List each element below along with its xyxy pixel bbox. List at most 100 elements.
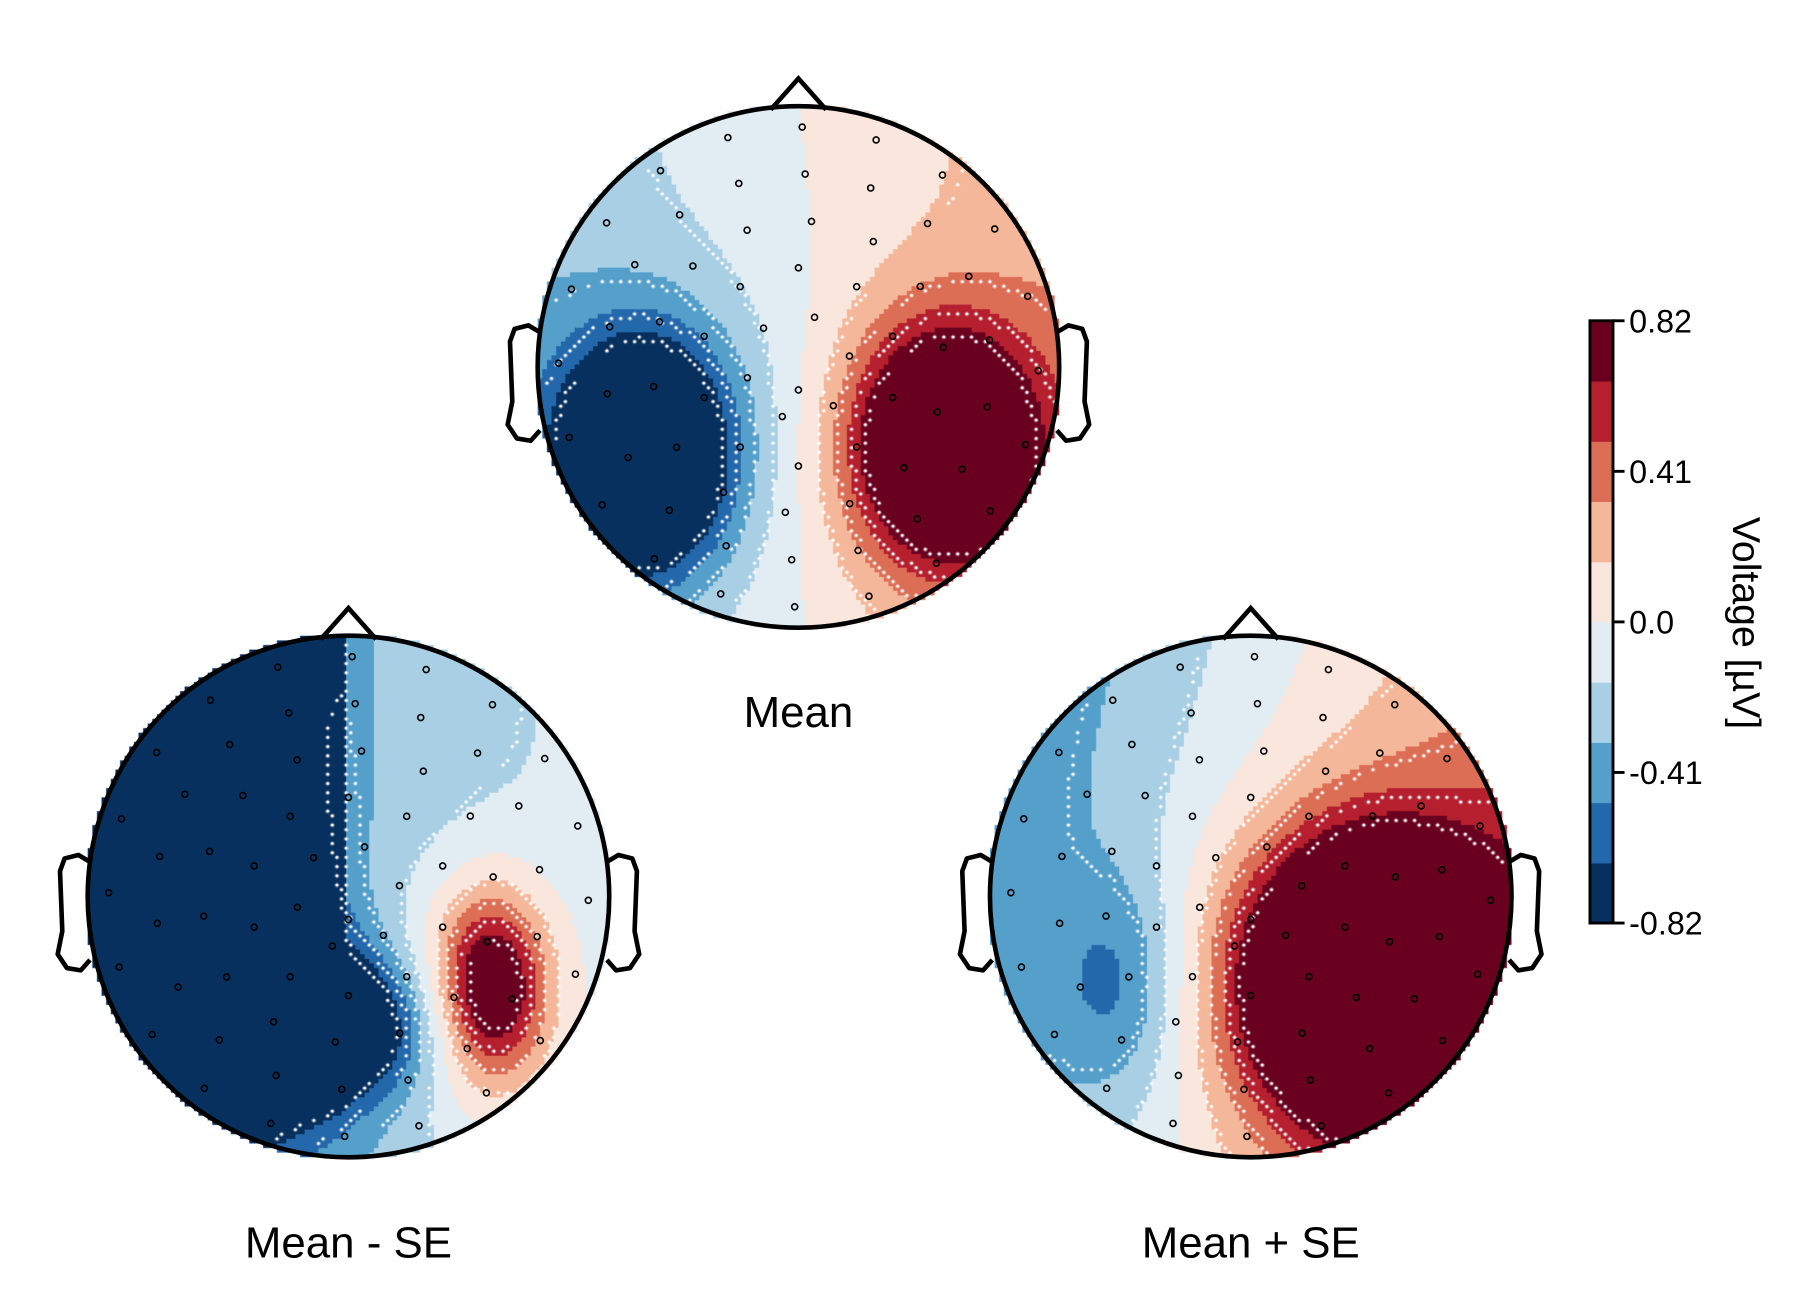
electrode-marker (331, 1038, 340, 1046)
electrode-marker (463, 1044, 472, 1053)
electrode-marker (932, 559, 941, 567)
topomap-mean (537, 106, 1060, 628)
electrode-marker (700, 393, 708, 402)
electrode-marker (983, 403, 991, 411)
colorbar-segment (1589, 320, 1614, 382)
head-outline (85, 633, 612, 1160)
electrode-marker (250, 923, 259, 931)
electrode-marker (337, 1085, 346, 1094)
electrode-marker (199, 912, 208, 920)
electrode-marker (603, 389, 612, 398)
topomap-mean-plus-se (989, 635, 1512, 1158)
electrode-marker (990, 225, 999, 233)
electrode-marker (869, 237, 878, 246)
electrode-marker (794, 462, 803, 470)
electrode-marker (153, 919, 162, 928)
electrode-marker (845, 499, 854, 508)
electrode-marker (473, 749, 482, 757)
electrode-marker (781, 508, 790, 517)
electrode-marker (1443, 754, 1451, 763)
electrode-marker (508, 994, 516, 1003)
electrode-marker (1384, 1088, 1393, 1097)
electrode-marker (206, 696, 215, 705)
electrode-marker (1233, 1038, 1242, 1046)
electrode-marker (222, 973, 231, 981)
electrode-marker (778, 412, 787, 421)
electrode-marker (916, 282, 925, 291)
electrode-marker (1195, 903, 1204, 912)
electrode-marker (1188, 812, 1197, 821)
electrode-marker (1102, 1084, 1111, 1093)
nose-icon (1221, 604, 1281, 641)
electrode-marker (379, 931, 388, 940)
topomap-mean-minus-se (87, 635, 610, 1158)
electrode-marker (348, 652, 357, 661)
electrode-marker (1298, 1029, 1306, 1038)
electrode-marker (272, 1071, 280, 1080)
electrode-marker (598, 501, 606, 509)
head-mean-plus-se (957, 604, 1544, 1160)
electrode-marker (328, 942, 337, 950)
electrode-marker (488, 700, 497, 709)
colorbar-segment (1589, 441, 1614, 503)
electrode-marker (1083, 790, 1091, 799)
ear-icon (505, 323, 542, 444)
electrode-marker (807, 217, 816, 226)
electrode-marker (357, 747, 366, 755)
electrode-marker (1352, 993, 1361, 1002)
electrode-marker (1253, 699, 1262, 708)
electrode-marker (759, 324, 768, 332)
electrode-marker (1385, 937, 1394, 946)
electrode-marker (798, 123, 807, 131)
electrode-marker (794, 264, 803, 272)
electrode-marker (1260, 747, 1268, 755)
electrode-marker (722, 542, 730, 550)
electrode-marker (1152, 923, 1161, 931)
electrode-marker (104, 888, 113, 897)
electrode-marker (239, 791, 247, 800)
electrode-marker (1376, 749, 1384, 757)
electrode-marker (422, 665, 430, 674)
electrode-marker (450, 993, 458, 1002)
electrode-marker (565, 433, 573, 442)
electrode-marker (180, 790, 189, 799)
head-outline (535, 103, 1062, 630)
electrode-marker (1076, 983, 1085, 991)
electrode-marker (402, 972, 411, 981)
electrode-marker (810, 313, 819, 322)
electrode-marker (933, 408, 942, 416)
electrode-marker (650, 554, 659, 563)
electrode-marker (964, 272, 973, 281)
ear-icon (1055, 323, 1092, 444)
colorbar-tick-label: 0.0 (1629, 604, 1674, 640)
colorbar-tick-label: 0.41 (1629, 454, 1692, 490)
electrode-marker (829, 401, 838, 410)
electrode-marker (872, 136, 880, 144)
electrode-marker (888, 393, 897, 402)
electrode-marker (416, 713, 425, 722)
electrode-marker (630, 260, 639, 269)
electrode-marker (536, 1036, 545, 1045)
colorbar-segment (1589, 501, 1614, 563)
electrode-marker (913, 515, 922, 523)
electrode-marker (1125, 973, 1133, 981)
electrode-marker (344, 793, 353, 802)
electrode-marker (1410, 994, 1419, 1003)
colorbar-segment (1589, 561, 1614, 623)
electrode-marker (225, 740, 234, 749)
electrode-marker (656, 166, 665, 175)
electrode-marker (1281, 931, 1290, 940)
electrode-marker (602, 219, 611, 227)
electrode-marker (1007, 888, 1015, 897)
electrode-marker (787, 555, 796, 564)
electrode-marker (1243, 1132, 1251, 1141)
electrode-marker (286, 972, 295, 981)
electrode-marker (286, 812, 295, 821)
electrode-marker (923, 219, 932, 228)
electrode-marker (1108, 696, 1117, 705)
electrode-marker (1152, 862, 1161, 870)
electrode-marker (716, 590, 725, 598)
colorbar-segment (1589, 862, 1614, 924)
colorbar-label: Voltage [µV] (1724, 517, 1768, 729)
